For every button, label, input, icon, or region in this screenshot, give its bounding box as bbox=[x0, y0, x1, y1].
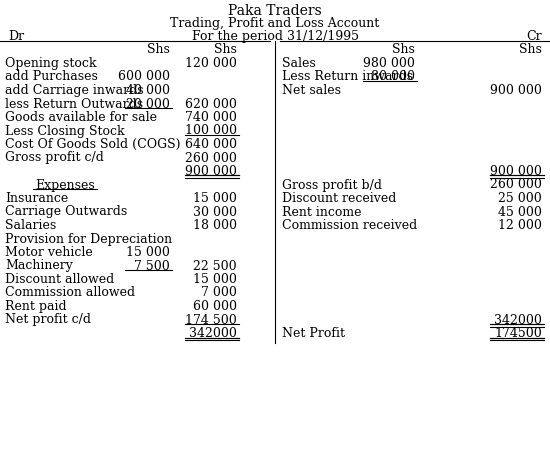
Text: 620 000: 620 000 bbox=[185, 97, 237, 111]
Text: Sales: Sales bbox=[282, 57, 316, 70]
Text: 7 500: 7 500 bbox=[134, 260, 170, 272]
Text: 22 500: 22 500 bbox=[194, 260, 237, 272]
Text: Cr: Cr bbox=[526, 30, 542, 43]
Text: 25 000: 25 000 bbox=[498, 192, 542, 205]
Text: less Return Outwards: less Return Outwards bbox=[5, 97, 143, 111]
Text: 45 000: 45 000 bbox=[498, 206, 542, 219]
Text: 640 000: 640 000 bbox=[185, 138, 237, 151]
Text: add Purchases: add Purchases bbox=[5, 71, 98, 83]
Text: For the period 31/12/1995: For the period 31/12/1995 bbox=[191, 30, 359, 43]
Text: 900 000: 900 000 bbox=[490, 84, 542, 97]
Text: 18 000: 18 000 bbox=[193, 219, 237, 232]
Text: 100 000: 100 000 bbox=[185, 124, 237, 137]
Text: 600 000: 600 000 bbox=[118, 71, 170, 83]
Text: Commission received: Commission received bbox=[282, 219, 417, 232]
Text: Carriage Outwards: Carriage Outwards bbox=[5, 206, 127, 219]
Text: Shs: Shs bbox=[214, 43, 237, 56]
Text: 260 000: 260 000 bbox=[490, 178, 542, 191]
Text: Net Profit: Net Profit bbox=[282, 327, 345, 340]
Text: Commission allowed: Commission allowed bbox=[5, 286, 135, 300]
Text: 740 000: 740 000 bbox=[185, 111, 237, 124]
Text: Gross profit b/d: Gross profit b/d bbox=[282, 178, 382, 191]
Text: 30 000: 30 000 bbox=[193, 206, 237, 219]
Text: 980 000: 980 000 bbox=[363, 57, 415, 70]
Text: 15 000: 15 000 bbox=[193, 192, 237, 205]
Text: Expenses: Expenses bbox=[35, 178, 95, 191]
Text: 120 000: 120 000 bbox=[185, 57, 237, 70]
Text: add Carriage inwards: add Carriage inwards bbox=[5, 84, 144, 97]
Text: Cost Of Goods Sold (COGS): Cost Of Goods Sold (COGS) bbox=[5, 138, 180, 151]
Text: Discount allowed: Discount allowed bbox=[5, 273, 114, 286]
Text: 12 000: 12 000 bbox=[498, 219, 542, 232]
Text: 15 000: 15 000 bbox=[193, 273, 237, 286]
Text: 260 000: 260 000 bbox=[185, 152, 237, 165]
Text: Rent paid: Rent paid bbox=[5, 300, 67, 313]
Text: 40 000: 40 000 bbox=[126, 84, 170, 97]
Text: Shs: Shs bbox=[392, 43, 415, 56]
Text: Less Return inwards: Less Return inwards bbox=[282, 71, 413, 83]
Text: Net profit c/d: Net profit c/d bbox=[5, 313, 91, 326]
Text: 174 500: 174 500 bbox=[185, 313, 237, 326]
Text: 174500: 174500 bbox=[494, 327, 542, 340]
Text: 15 000: 15 000 bbox=[126, 246, 170, 259]
Text: 342000: 342000 bbox=[189, 327, 237, 340]
Text: Shs: Shs bbox=[147, 43, 170, 56]
Text: Rent income: Rent income bbox=[282, 206, 361, 219]
Text: 342000: 342000 bbox=[494, 313, 542, 326]
Text: 80 000: 80 000 bbox=[371, 71, 415, 83]
Text: 900 000: 900 000 bbox=[490, 165, 542, 178]
Text: Machinery: Machinery bbox=[5, 260, 73, 272]
Text: 900 000: 900 000 bbox=[185, 165, 237, 178]
Text: Salaries: Salaries bbox=[5, 219, 56, 232]
Text: Motor vehicle: Motor vehicle bbox=[5, 246, 93, 259]
Text: Shs: Shs bbox=[519, 43, 542, 56]
Text: Insurance: Insurance bbox=[5, 192, 68, 205]
Text: Less Closing Stock: Less Closing Stock bbox=[5, 124, 125, 137]
Text: Dr: Dr bbox=[8, 30, 24, 43]
Text: 20 000: 20 000 bbox=[126, 97, 170, 111]
Text: 7 000: 7 000 bbox=[201, 286, 237, 300]
Text: Goods available for sale: Goods available for sale bbox=[5, 111, 157, 124]
Text: Paka Traders: Paka Traders bbox=[228, 4, 322, 18]
Text: Provision for Depreciation: Provision for Depreciation bbox=[5, 232, 172, 246]
Text: Discount received: Discount received bbox=[282, 192, 397, 205]
Text: 60 000: 60 000 bbox=[193, 300, 237, 313]
Text: Trading, Profit and Loss Account: Trading, Profit and Loss Account bbox=[170, 17, 380, 30]
Text: Opening stock: Opening stock bbox=[5, 57, 96, 70]
Text: Gross profit c/d: Gross profit c/d bbox=[5, 152, 104, 165]
Text: Net sales: Net sales bbox=[282, 84, 341, 97]
